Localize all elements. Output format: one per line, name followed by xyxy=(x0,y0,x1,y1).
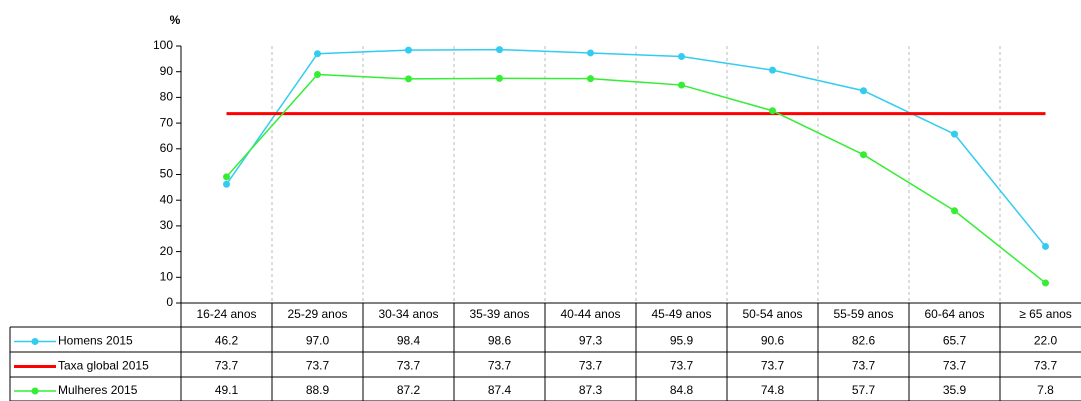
data-point xyxy=(1042,279,1049,287)
data-point xyxy=(314,71,321,79)
data-point xyxy=(678,53,685,61)
data-point xyxy=(405,46,412,54)
table-value: 7.8 xyxy=(1037,383,1054,397)
data-point xyxy=(223,180,230,188)
y-tick-label: 0 xyxy=(166,295,173,309)
table-value: 46.2 xyxy=(215,334,239,348)
data-point xyxy=(405,75,412,83)
table-value: 95.9 xyxy=(670,334,694,348)
table-value: 98.4 xyxy=(397,334,421,348)
data-point xyxy=(769,107,776,115)
x-tick-label: 16-24 anos xyxy=(196,307,256,321)
data-point xyxy=(314,50,321,58)
x-tick-label: 40-44 anos xyxy=(560,307,620,321)
y-tick-label: 40 xyxy=(160,192,174,206)
data-point xyxy=(587,75,594,83)
data-point xyxy=(951,130,958,138)
y-tick-label: 30 xyxy=(160,218,174,232)
legend-marker xyxy=(31,338,39,345)
x-tick-label: 35-39 anos xyxy=(469,307,529,321)
table-value: 97.0 xyxy=(306,334,330,348)
data-point xyxy=(678,81,685,89)
table-value: 87.2 xyxy=(397,383,421,397)
table-value: 97.3 xyxy=(579,334,603,348)
legend-label: Homens 2015 xyxy=(58,334,133,348)
legend-label: Taxa global 2015 xyxy=(58,359,149,373)
x-tick-label: 60-64 anos xyxy=(924,307,984,321)
table-value: 73.7 xyxy=(306,359,330,373)
y-tick-label: 70 xyxy=(160,115,174,129)
table-value: 73.7 xyxy=(579,359,603,373)
table-value: 73.7 xyxy=(761,359,785,373)
data-point xyxy=(1042,242,1049,250)
x-tick-label: 30-34 anos xyxy=(378,307,438,321)
table-value: 73.7 xyxy=(397,359,421,373)
data-point xyxy=(769,66,776,74)
table-value: 73.7 xyxy=(488,359,512,373)
table-value: 49.1 xyxy=(215,383,239,397)
table-value: 73.7 xyxy=(1034,359,1058,373)
data-point xyxy=(223,173,230,181)
data-point xyxy=(496,74,503,82)
table-value: 90.6 xyxy=(761,334,785,348)
table-value: 65.7 xyxy=(943,334,967,348)
data-point xyxy=(496,46,503,54)
legend-marker xyxy=(31,387,39,395)
data-point xyxy=(951,207,958,215)
table-value: 57.7 xyxy=(852,383,876,397)
table-value: 82.6 xyxy=(852,334,876,348)
table-value: 98.6 xyxy=(488,334,512,348)
table-value: 87.3 xyxy=(579,383,603,397)
data-point xyxy=(860,151,867,159)
table-value: 35.9 xyxy=(943,383,967,397)
series-line xyxy=(225,73,1046,284)
x-tick-label: 50-54 anos xyxy=(742,307,802,321)
x-tick-label: ≥ 65 anos xyxy=(1019,307,1072,321)
legend-label: Mulheres 2015 xyxy=(58,383,138,397)
data-point xyxy=(860,87,867,95)
table-value: 73.7 xyxy=(670,359,694,373)
y-axis-label: % xyxy=(170,13,181,27)
y-tick-label: 80 xyxy=(160,90,174,104)
x-tick-label: 25-29 anos xyxy=(287,307,347,321)
y-tick-label: 50 xyxy=(160,167,174,181)
table-value: 73.7 xyxy=(215,359,239,373)
y-tick-label: 10 xyxy=(160,269,174,283)
table-value: 84.8 xyxy=(670,383,694,397)
y-tick-label: 60 xyxy=(160,141,174,155)
y-tick-label: 100 xyxy=(153,38,173,52)
table-value: 74.8 xyxy=(761,383,785,397)
table-value: 88.9 xyxy=(306,383,330,397)
x-tick-label: 55-59 anos xyxy=(833,307,893,321)
table-value: 87.4 xyxy=(488,383,512,397)
table-value: 22.0 xyxy=(1034,334,1058,348)
data-point xyxy=(587,49,594,57)
y-tick-label: 90 xyxy=(160,64,174,78)
x-tick-label: 45-49 anos xyxy=(651,307,711,321)
y-tick-label: 20 xyxy=(160,244,174,258)
table-value: 73.7 xyxy=(852,359,876,373)
table-value: 73.7 xyxy=(943,359,967,373)
